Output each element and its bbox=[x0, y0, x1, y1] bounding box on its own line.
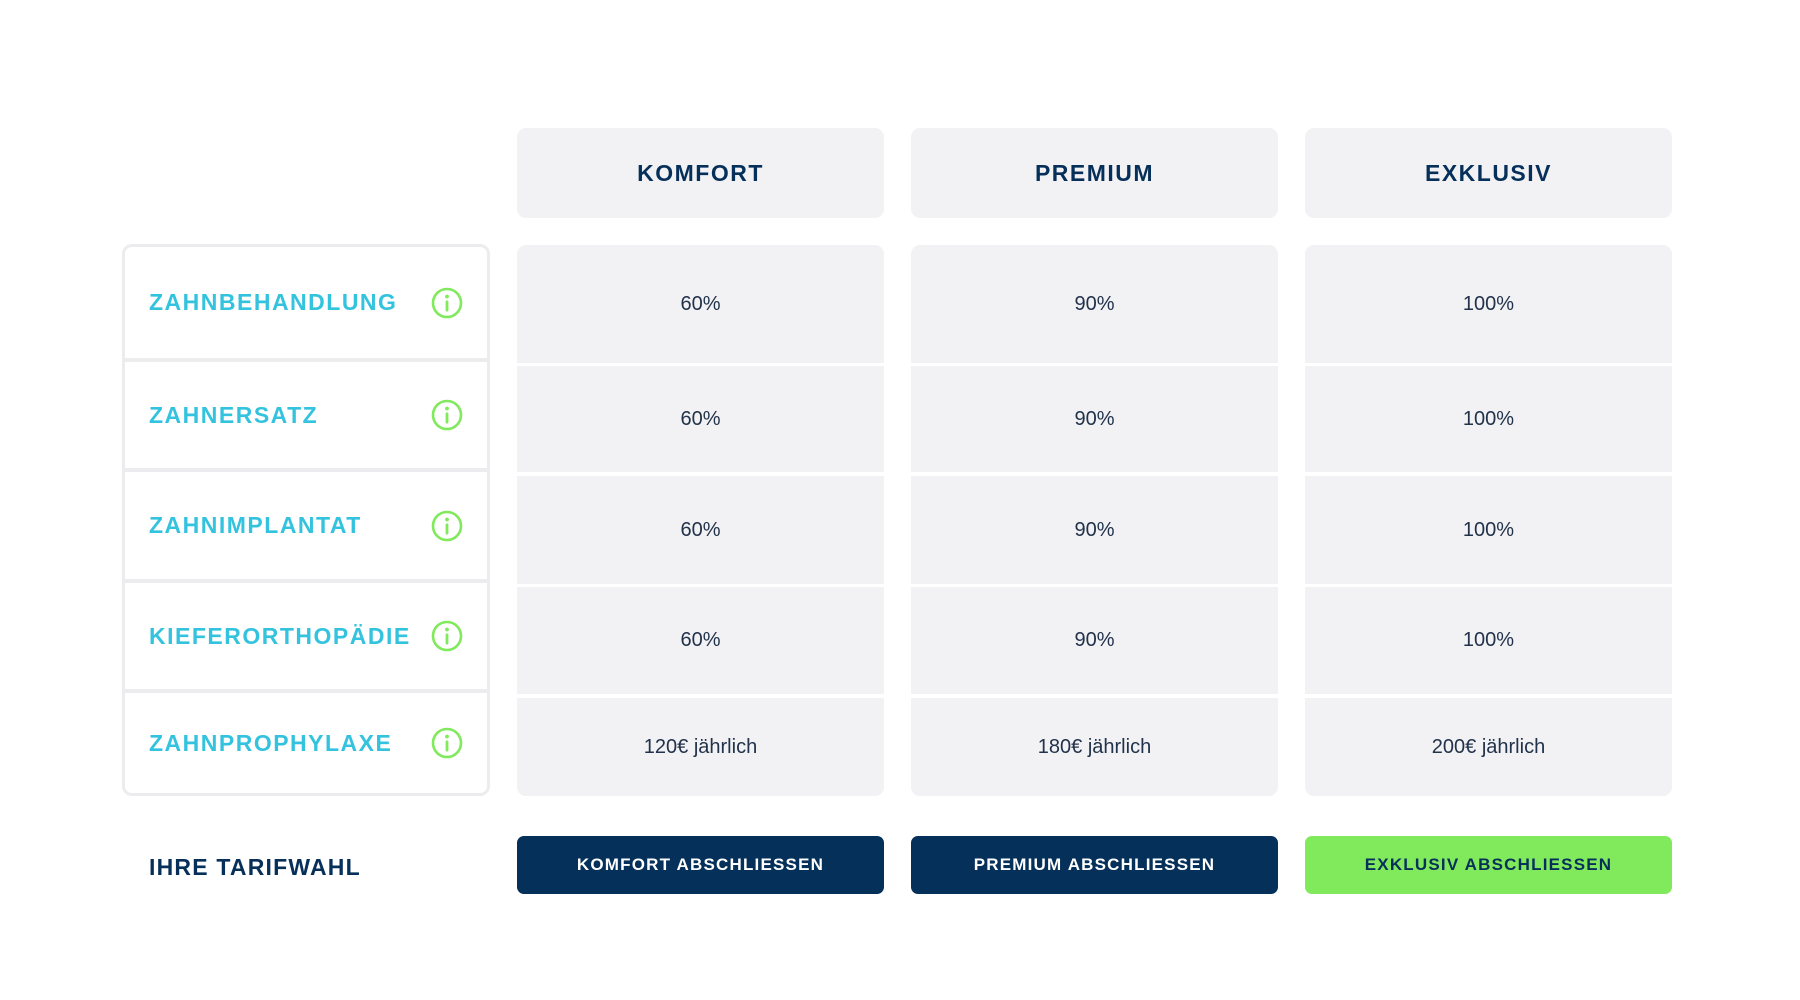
value-cell: 90% bbox=[911, 366, 1278, 472]
value-cell: 120€ jährlich bbox=[517, 698, 884, 796]
values-column-exklusiv: 100% 100% 100% 100% 200€ jährlich bbox=[1305, 245, 1672, 796]
value-cell: 200€ jährlich bbox=[1305, 698, 1672, 796]
button-label: PREMIUM ABSCHLIESSEN bbox=[973, 855, 1216, 874]
value-cell: 60% bbox=[517, 366, 884, 472]
feature-list: ZAHNBEHANDLUNG ZAHNERSATZ ZAHNIMPLANTAT … bbox=[122, 244, 490, 796]
info-icon[interactable] bbox=[431, 287, 463, 319]
value-cell: 60% bbox=[517, 587, 884, 694]
info-icon[interactable] bbox=[431, 399, 463, 431]
tariff-choice-label: IHRE TARIFWAHL bbox=[149, 853, 361, 880]
feature-label: ZAHNERSATZ bbox=[149, 401, 319, 428]
feature-label: ZAHNIMPLANTAT bbox=[149, 512, 362, 538]
premium-abschliessen-button[interactable]: PREMIUM ABSCHLIESSEN bbox=[911, 836, 1278, 894]
button-label: KOMFORT ABSCHLIESSEN bbox=[576, 855, 825, 874]
divider bbox=[125, 358, 487, 362]
value-cell: 60% bbox=[517, 245, 884, 363]
komfort-abschliessen-button[interactable]: KOMFORT ABSCHLIESSEN bbox=[517, 836, 884, 894]
value-cell: 90% bbox=[911, 476, 1278, 584]
feature-row-kieferorthopaedie: KIEFERORTHOPÄDIE bbox=[125, 583, 487, 689]
value-cell: 180€ jährlich bbox=[911, 698, 1278, 796]
feature-label: ZAHNBEHANDLUNG bbox=[149, 289, 398, 315]
value-cell: 100% bbox=[1305, 587, 1672, 694]
feature-row-zahnersatz: ZAHNERSATZ bbox=[125, 362, 487, 468]
value-cell: 60% bbox=[517, 476, 884, 584]
value-cell: 100% bbox=[1305, 245, 1672, 363]
divider bbox=[125, 689, 487, 693]
feature-label: KIEFERORTHOPÄDIE bbox=[149, 622, 411, 649]
feature-row-zahnbehandlung: ZAHNBEHANDLUNG bbox=[125, 247, 487, 358]
divider bbox=[125, 468, 487, 472]
exklusiv-abschliessen-button[interactable]: EXKLUSIV ABSCHLIESSEN bbox=[1305, 836, 1672, 894]
feature-row-zahnimplantat: ZAHNIMPLANTAT bbox=[125, 472, 487, 579]
plan-name: KOMFORT bbox=[637, 159, 764, 186]
values-column-premium: 90% 90% 90% 90% 180€ jährlich bbox=[911, 245, 1278, 796]
info-icon[interactable] bbox=[431, 510, 463, 542]
value-cell: 100% bbox=[1305, 476, 1672, 584]
feature-row-zahnprophylaxe: ZAHNPROPHYLAXE bbox=[125, 693, 487, 793]
divider bbox=[125, 579, 487, 583]
info-icon[interactable] bbox=[431, 727, 463, 759]
feature-label: ZAHNPROPHYLAXE bbox=[149, 729, 393, 756]
plan-name: PREMIUM bbox=[1034, 159, 1155, 186]
info-icon[interactable] bbox=[431, 620, 463, 652]
values-column-komfort: 60% 60% 60% 60% 120€ jährlich bbox=[517, 245, 884, 796]
value-cell: 100% bbox=[1305, 366, 1672, 472]
plan-header-premium: PREMIUM bbox=[911, 128, 1278, 218]
plan-header-exklusiv: EXKLUSIV bbox=[1305, 128, 1672, 218]
button-label: EXKLUSIV ABSCHLIESSEN bbox=[1364, 855, 1613, 874]
value-cell: 90% bbox=[911, 587, 1278, 694]
plan-header-komfort: KOMFORT bbox=[517, 128, 884, 218]
value-cell: 90% bbox=[911, 245, 1278, 363]
plan-name: EXKLUSIV bbox=[1424, 159, 1553, 186]
